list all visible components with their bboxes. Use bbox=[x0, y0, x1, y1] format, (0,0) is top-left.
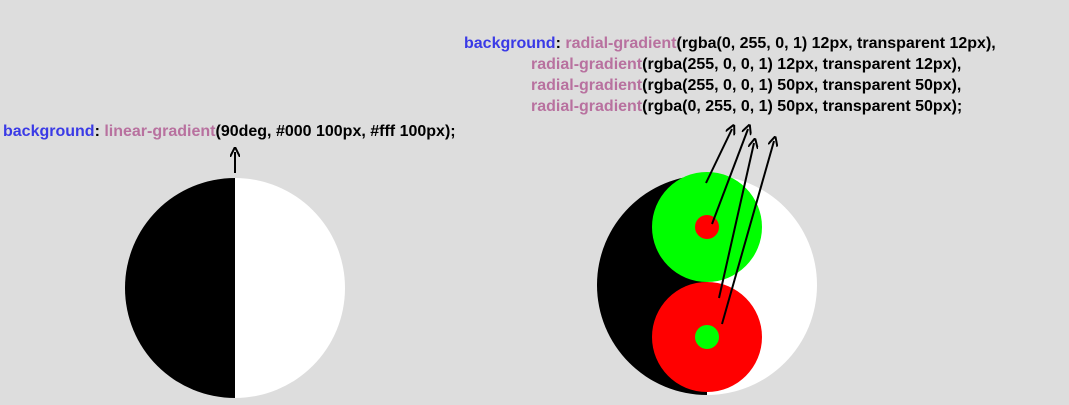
args: (rgba(0, 255, 0, 1) 12px, transparent 12… bbox=[676, 35, 996, 52]
colon: : bbox=[94, 123, 100, 140]
function: radial-gradient bbox=[565, 35, 677, 52]
property: background bbox=[3, 123, 95, 140]
right-code-line: radial-gradient(rgba(255, 0, 0, 1) 12px,… bbox=[531, 54, 961, 75]
colon: : bbox=[555, 35, 561, 52]
function: radial-gradient bbox=[531, 98, 643, 115]
right-code: background: radial-gradient(rgba(0, 255,… bbox=[464, 33, 996, 54]
function: radial-gradient bbox=[531, 77, 643, 94]
left-code: background: linear-gradient(90deg, #000 … bbox=[3, 121, 456, 142]
args: (90deg, #000 100px, #fff 100px); bbox=[215, 123, 456, 140]
args: (rgba(0, 255, 0, 1) 50px, transparent 50… bbox=[642, 98, 963, 115]
function: radial-gradient bbox=[531, 56, 643, 73]
right-code-line: radial-gradient(rgba(255, 0, 0, 1) 50px,… bbox=[531, 75, 961, 96]
args: (rgba(255, 0, 0, 1) 50px, transparent 50… bbox=[642, 77, 962, 94]
green-dot bbox=[695, 325, 719, 349]
arrows bbox=[705, 129, 774, 325]
property: background bbox=[464, 35, 556, 52]
args: (rgba(255, 0, 0, 1) 12px, transparent 12… bbox=[642, 56, 962, 73]
red-dot bbox=[695, 215, 719, 239]
function: linear-gradient bbox=[104, 123, 216, 140]
right-code-line: radial-gradient(rgba(0, 255, 0, 1) 50px,… bbox=[531, 96, 962, 117]
left-circle bbox=[125, 178, 345, 398]
